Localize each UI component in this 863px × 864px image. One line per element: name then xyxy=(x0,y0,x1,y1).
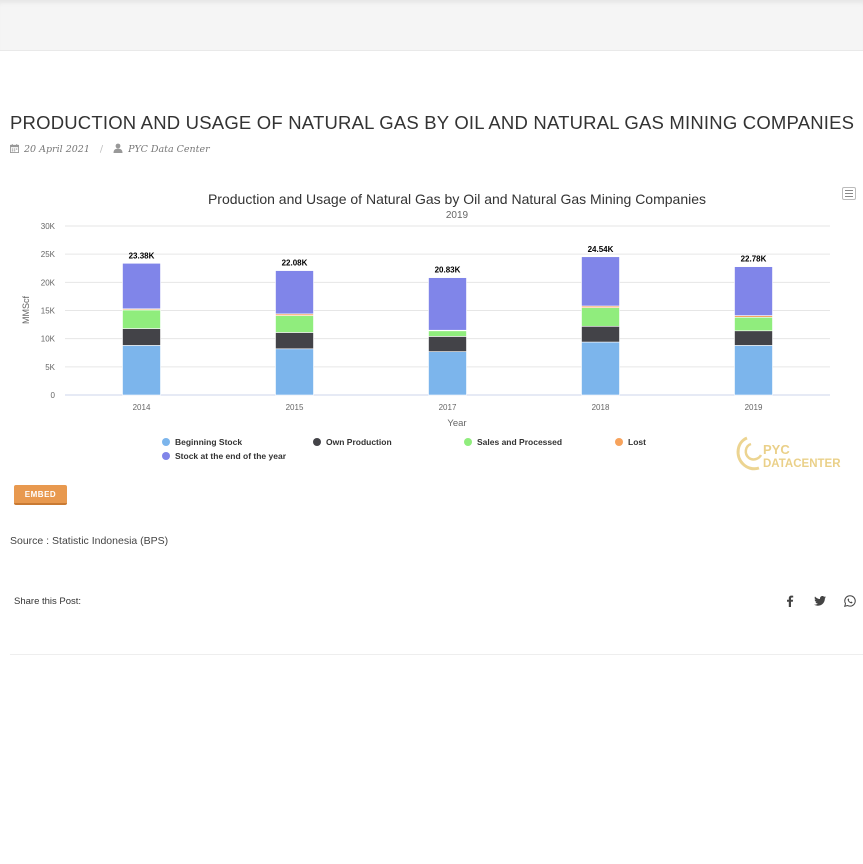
total-data-label: 24.54K xyxy=(588,245,614,254)
bar-segment[interactable] xyxy=(734,266,773,316)
legend-marker xyxy=(464,438,472,446)
bar-segment[interactable] xyxy=(275,332,314,350)
top-bar xyxy=(0,0,863,51)
legend-marker xyxy=(615,438,623,446)
y-axis-label: MMScf xyxy=(21,296,31,324)
y-tick-label: 30K xyxy=(41,222,56,231)
y-tick-label: 5K xyxy=(45,363,55,372)
x-axis-label: Year xyxy=(447,418,466,429)
bar-segment[interactable] xyxy=(581,307,620,327)
legend-item[interactable]: Sales and Processed xyxy=(464,437,562,447)
x-tick-label: 2017 xyxy=(439,403,457,412)
legend-item[interactable]: Lost xyxy=(615,437,646,447)
legend-marker xyxy=(162,452,170,460)
svg-text:PYC: PYC xyxy=(763,442,790,457)
bar-segment[interactable] xyxy=(428,336,467,352)
calendar-icon xyxy=(10,143,19,156)
chart-subtitle: 2019 xyxy=(446,210,469,221)
bar-segment[interactable] xyxy=(581,256,620,307)
embed-button[interactable]: EMBED xyxy=(14,485,67,505)
y-tick-label: 20K xyxy=(41,278,56,287)
legend-item[interactable]: Beginning Stock xyxy=(162,437,242,447)
total-data-label: 22.08K xyxy=(282,259,308,268)
divider xyxy=(10,654,863,655)
whatsapp-icon[interactable] xyxy=(842,593,858,609)
bar-segment[interactable] xyxy=(581,325,620,343)
legend-marker xyxy=(313,438,321,446)
y-tick-label: 10K xyxy=(41,335,56,344)
post-meta: 20 April 2021 / PYC Data Center xyxy=(10,143,210,156)
bar-segment[interactable] xyxy=(122,345,161,396)
bar-segment[interactable] xyxy=(275,348,314,396)
pyc-watermark-logo: PYC DATACENTER xyxy=(736,436,841,471)
bar-segment[interactable] xyxy=(122,262,161,310)
legend-item[interactable]: Stock at the end of the year xyxy=(162,451,287,461)
y-tick-label: 0 xyxy=(51,391,56,400)
x-tick-label: 2018 xyxy=(592,403,610,412)
chart-container: Production and Usage of Natural Gas by O… xyxy=(10,180,863,480)
stacked-bar-chart: Production and Usage of Natural Gas by O… xyxy=(21,191,830,461)
facebook-icon[interactable] xyxy=(782,593,798,609)
bar-segment[interactable] xyxy=(122,328,161,346)
x-tick-label: 2019 xyxy=(745,403,763,412)
user-icon xyxy=(113,143,123,156)
source-note: Source : Statistic Indonesia (BPS) xyxy=(10,535,169,547)
post-date: 20 April 2021 xyxy=(24,144,90,155)
chart-menu-icon[interactable] xyxy=(842,187,856,200)
legend-item[interactable]: Own Production xyxy=(313,437,392,447)
bar-segment[interactable] xyxy=(734,330,773,346)
page-title: PRODUCTION AND USAGE OF NATURAL GAS BY O… xyxy=(10,112,855,133)
twitter-icon[interactable] xyxy=(812,593,828,609)
y-tick-label: 25K xyxy=(41,250,56,259)
bar-segment[interactable] xyxy=(275,270,314,315)
chart-title: Production and Usage of Natural Gas by O… xyxy=(208,191,706,207)
bar-segment[interactable] xyxy=(428,330,467,337)
bar-segment[interactable] xyxy=(122,309,161,329)
legend-label: Beginning Stock xyxy=(175,437,242,447)
post-author[interactable]: PYC Data Center xyxy=(128,144,210,155)
total-data-label: 20.83K xyxy=(435,266,461,275)
legend-label: Own Production xyxy=(326,437,392,447)
legend-label: Stock at the end of the year xyxy=(175,451,287,461)
total-data-label: 23.38K xyxy=(129,251,155,260)
x-tick-label: 2015 xyxy=(286,403,304,412)
legend-label: Sales and Processed xyxy=(477,437,562,447)
y-tick-label: 15K xyxy=(41,307,56,316)
svg-text:DATACENTER: DATACENTER xyxy=(763,458,841,470)
share-label: Share this Post: xyxy=(14,596,82,607)
x-tick-label: 2014 xyxy=(133,403,151,412)
meta-separator: / xyxy=(99,144,104,155)
bar-segment[interactable] xyxy=(428,277,467,331)
legend-label: Lost xyxy=(628,437,646,447)
bar-segment[interactable] xyxy=(428,351,467,396)
bar-segment[interactable] xyxy=(581,341,620,396)
total-data-label: 22.78K xyxy=(741,255,767,264)
bar-segment[interactable] xyxy=(734,345,773,396)
bar-segment[interactable] xyxy=(734,316,773,332)
legend-marker xyxy=(162,438,170,446)
bar-segment[interactable] xyxy=(275,315,314,333)
